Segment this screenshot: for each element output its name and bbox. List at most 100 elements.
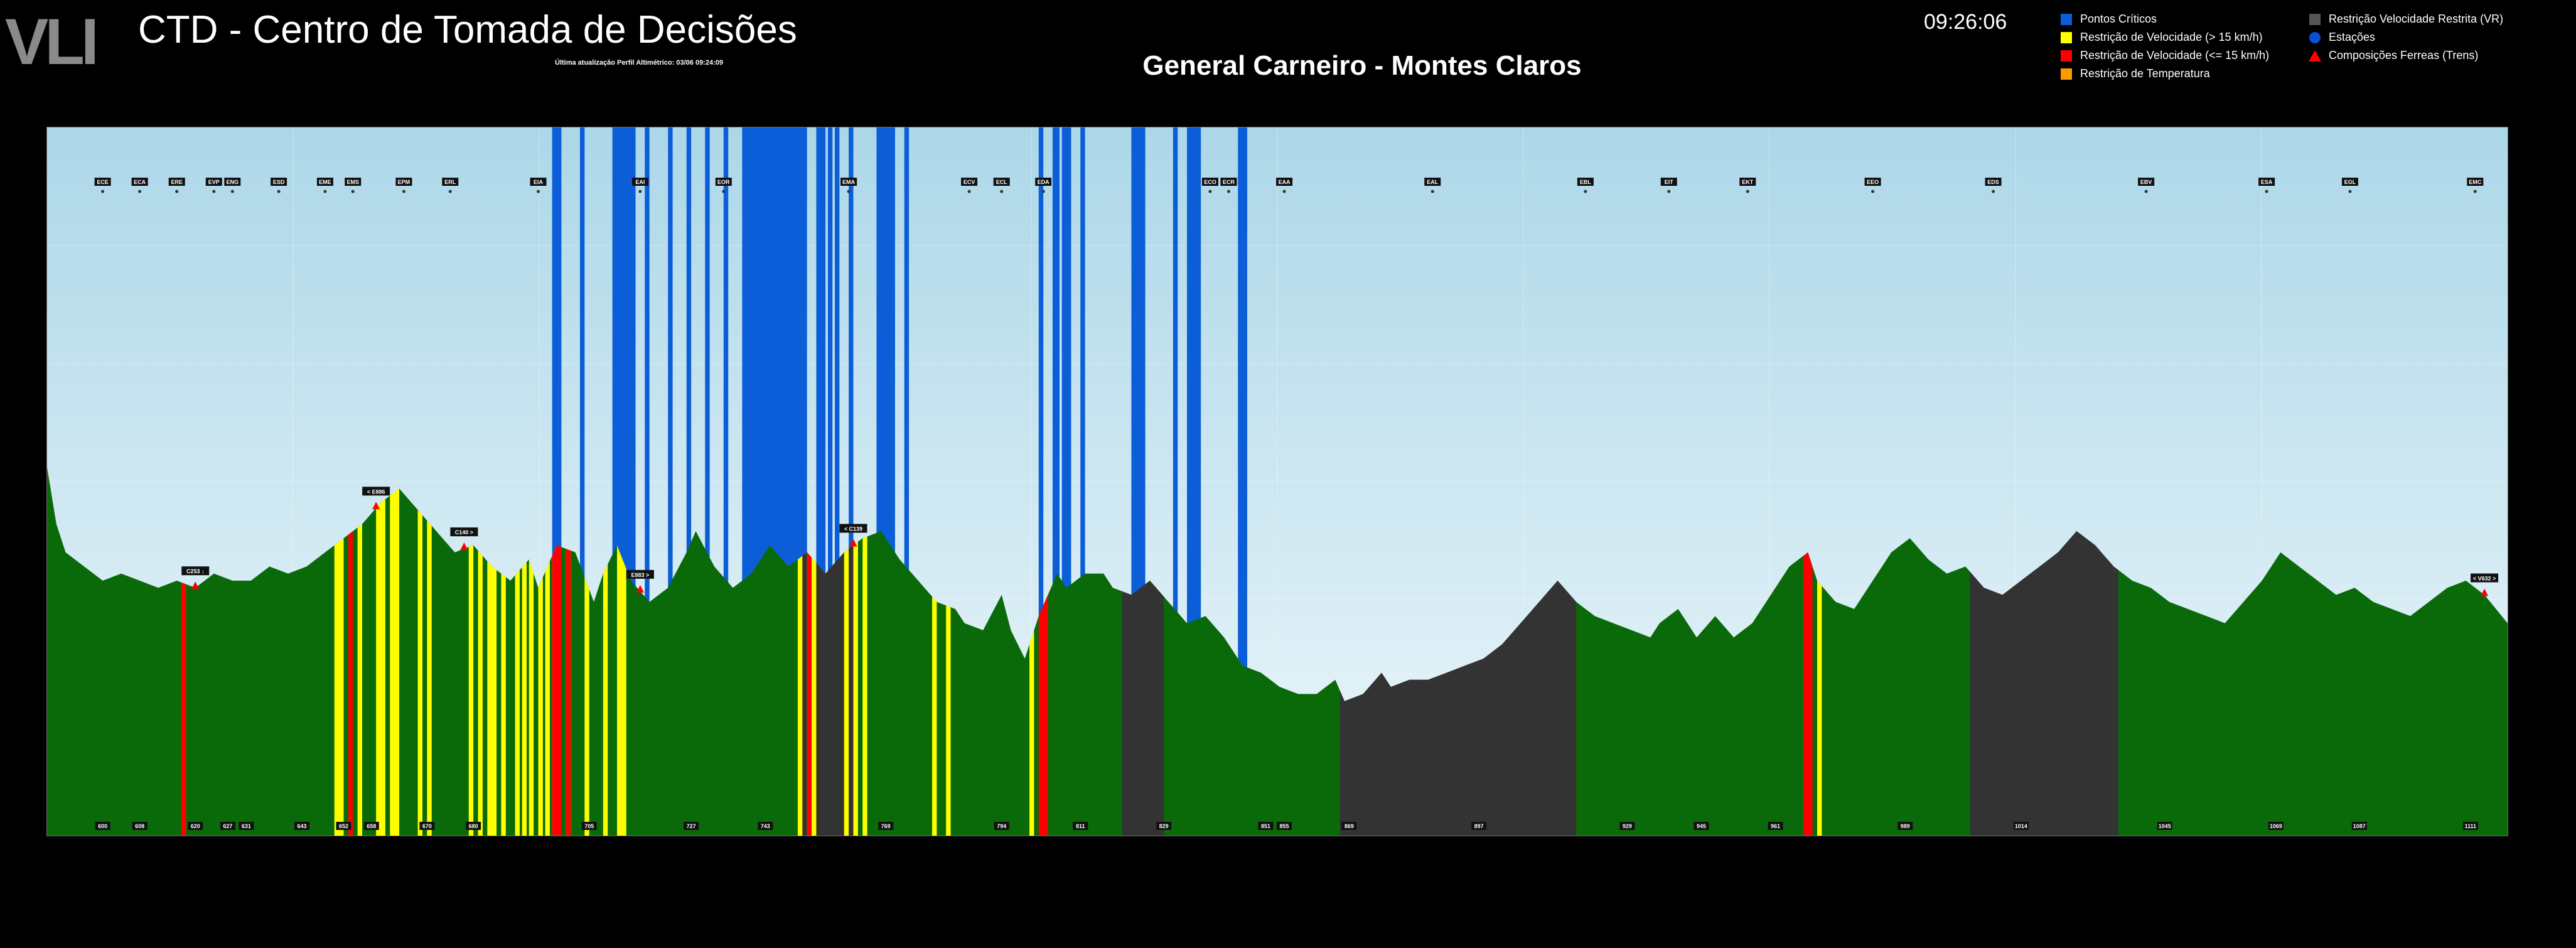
speed-restriction-high[interactable] — [357, 127, 362, 836]
km-marker: 961 — [1768, 822, 1783, 830]
legend-item-speed-low[interactable]: Restrição de Velocidade (<= 15 km/h) — [2059, 46, 2269, 65]
station-dot-icon — [230, 190, 234, 193]
critical-point-band[interactable] — [1238, 127, 1248, 836]
speed-restriction-high[interactable] — [538, 127, 543, 836]
station-marker[interactable]: EKT — [1739, 178, 1756, 193]
critical-point-band[interactable] — [668, 127, 673, 836]
station-marker[interactable]: EEO — [1864, 178, 1881, 193]
station-marker[interactable]: ERL — [442, 178, 459, 193]
station-marker[interactable]: EVP — [205, 178, 222, 193]
altimetric-profile[interactable]: ECE ECA ERE EVP ENG ESD EME EMS EPM ERL EIA EAI EOR E… — [46, 127, 2508, 836]
speed-restriction-high[interactable] — [334, 127, 344, 836]
speed-restriction-high[interactable] — [468, 127, 474, 836]
speed-restriction-low[interactable] — [552, 127, 562, 836]
train-marker[interactable]: C253 ↓ — [181, 566, 210, 590]
critical-point-band[interactable] — [904, 127, 910, 836]
critical-point-band[interactable] — [686, 127, 692, 836]
speed-restriction-high[interactable] — [390, 127, 400, 836]
critical-point-band[interactable] — [1080, 127, 1085, 836]
speed-restriction-high[interactable] — [932, 127, 937, 836]
station-marker[interactable]: EAA — [1276, 178, 1293, 193]
train-marker[interactable]: E883 > — [626, 569, 654, 593]
train-marker[interactable]: < E886 — [362, 487, 390, 510]
station-marker[interactable]: ECE — [94, 178, 111, 193]
station-marker[interactable]: ECA — [131, 178, 148, 193]
km-marker: 620 — [188, 822, 203, 830]
legend-item-trains[interactable]: Composições Ferreas (Trens) — [2307, 46, 2503, 65]
speed-restriction-high[interactable] — [797, 127, 803, 836]
clock: 09:26:06 — [1924, 10, 2007, 34]
station-marker[interactable]: EGL — [2342, 178, 2359, 193]
speed-restriction-low[interactable] — [807, 127, 812, 836]
station-marker[interactable]: ECV — [961, 178, 978, 193]
station-marker[interactable]: EPM — [395, 178, 412, 193]
legend-item-restricted[interactable]: Restrição Velocidade Restrita (VR) — [2307, 10, 2503, 28]
critical-point-band[interactable] — [1173, 127, 1178, 836]
critical-point-band[interactable] — [1038, 127, 1044, 836]
speed-restriction-high[interactable] — [853, 127, 858, 836]
station-marker[interactable]: EIA — [530, 178, 547, 193]
speed-restriction-high[interactable] — [478, 127, 483, 836]
speed-restriction-low[interactable] — [566, 127, 571, 836]
km-marker-box — [188, 822, 203, 830]
critical-point-band[interactable] — [827, 127, 833, 836]
station-marker[interactable]: ECO — [1201, 178, 1218, 193]
station-marker[interactable]: EOR — [715, 178, 732, 193]
speed-restriction-high[interactable] — [376, 127, 385, 836]
speed-restriction-high[interactable] — [529, 127, 534, 836]
km-marker-label: 869 — [1344, 823, 1354, 829]
legend-item-temperature[interactable]: Restrição de Temperatura — [2059, 65, 2269, 83]
speed-restriction-high[interactable] — [417, 127, 422, 836]
station-marker[interactable]: EMA — [840, 178, 857, 193]
train-label-box — [450, 527, 478, 537]
speed-restriction-low[interactable] — [181, 127, 186, 836]
station-marker[interactable]: ESA — [2258, 178, 2275, 193]
critical-point-band[interactable] — [1052, 127, 1060, 836]
station-marker[interactable]: EMS — [345, 178, 362, 193]
speed-restriction-high[interactable] — [501, 127, 506, 836]
station-marker[interactable]: ENG — [224, 178, 241, 193]
station-marker[interactable]: EIT — [1660, 178, 1677, 193]
speed-restriction-high[interactable] — [427, 127, 432, 836]
train-triangle-icon — [636, 584, 644, 593]
critical-point-band[interactable] — [849, 127, 854, 836]
station-marker[interactable]: EAL — [1424, 178, 1441, 193]
station-marker[interactable]: ERE — [168, 178, 185, 193]
speed-restriction-high[interactable] — [946, 127, 951, 836]
legend-label: Restrição de Velocidade (<= 15 km/h) — [2080, 49, 2270, 62]
km-marker-label: 627 — [223, 823, 232, 829]
speed-restriction-high[interactable] — [603, 127, 608, 836]
station-marker[interactable]: EBV — [2138, 178, 2155, 193]
critical-point-band[interactable] — [834, 127, 840, 836]
legend-item-critical[interactable]: Pontos Críticos — [2059, 10, 2269, 28]
speed-restriction-high[interactable] — [584, 127, 589, 836]
train-marker[interactable]: < V632 > — [2471, 573, 2499, 596]
speed-restriction-high[interactable] — [1029, 127, 1034, 836]
station-marker[interactable]: EBL — [1577, 178, 1594, 193]
station-marker[interactable]: EAI — [631, 178, 648, 193]
train-marker[interactable]: < C139 — [839, 524, 867, 547]
critical-point-band[interactable] — [723, 127, 729, 836]
critical-point-band[interactable] — [645, 127, 650, 836]
station-marker[interactable]: EDA — [1035, 178, 1052, 193]
speed-restriction-high[interactable] — [515, 127, 520, 836]
train-marker[interactable]: C140 > — [450, 527, 478, 551]
speed-restriction-high[interactable] — [1817, 127, 1822, 836]
speed-restriction-high[interactable] — [844, 127, 849, 836]
critical-point-band[interactable] — [705, 127, 710, 836]
speed-restriction-high[interactable] — [522, 127, 527, 836]
station-marker[interactable]: EMC — [2467, 178, 2484, 193]
station-marker[interactable]: ESD — [271, 178, 287, 193]
legend-item-stations[interactable]: Estações — [2307, 28, 2503, 46]
legend-item-speed-high[interactable]: Restrição de Velocidade (> 15 km/h) — [2059, 28, 2269, 46]
station-marker[interactable]: ECL — [993, 178, 1010, 193]
station-marker[interactable]: EME — [316, 178, 333, 193]
speed-restriction-high[interactable] — [545, 127, 550, 836]
speed-restriction-low[interactable] — [348, 127, 353, 836]
speed-restriction-high[interactable] — [862, 127, 867, 836]
station-label-box — [168, 178, 185, 186]
critical-point-band[interactable] — [579, 127, 585, 836]
speed-restriction-low[interactable] — [1803, 127, 1813, 836]
station-marker[interactable]: EDS — [1985, 178, 2002, 193]
station-marker[interactable]: ECR — [1220, 178, 1237, 193]
